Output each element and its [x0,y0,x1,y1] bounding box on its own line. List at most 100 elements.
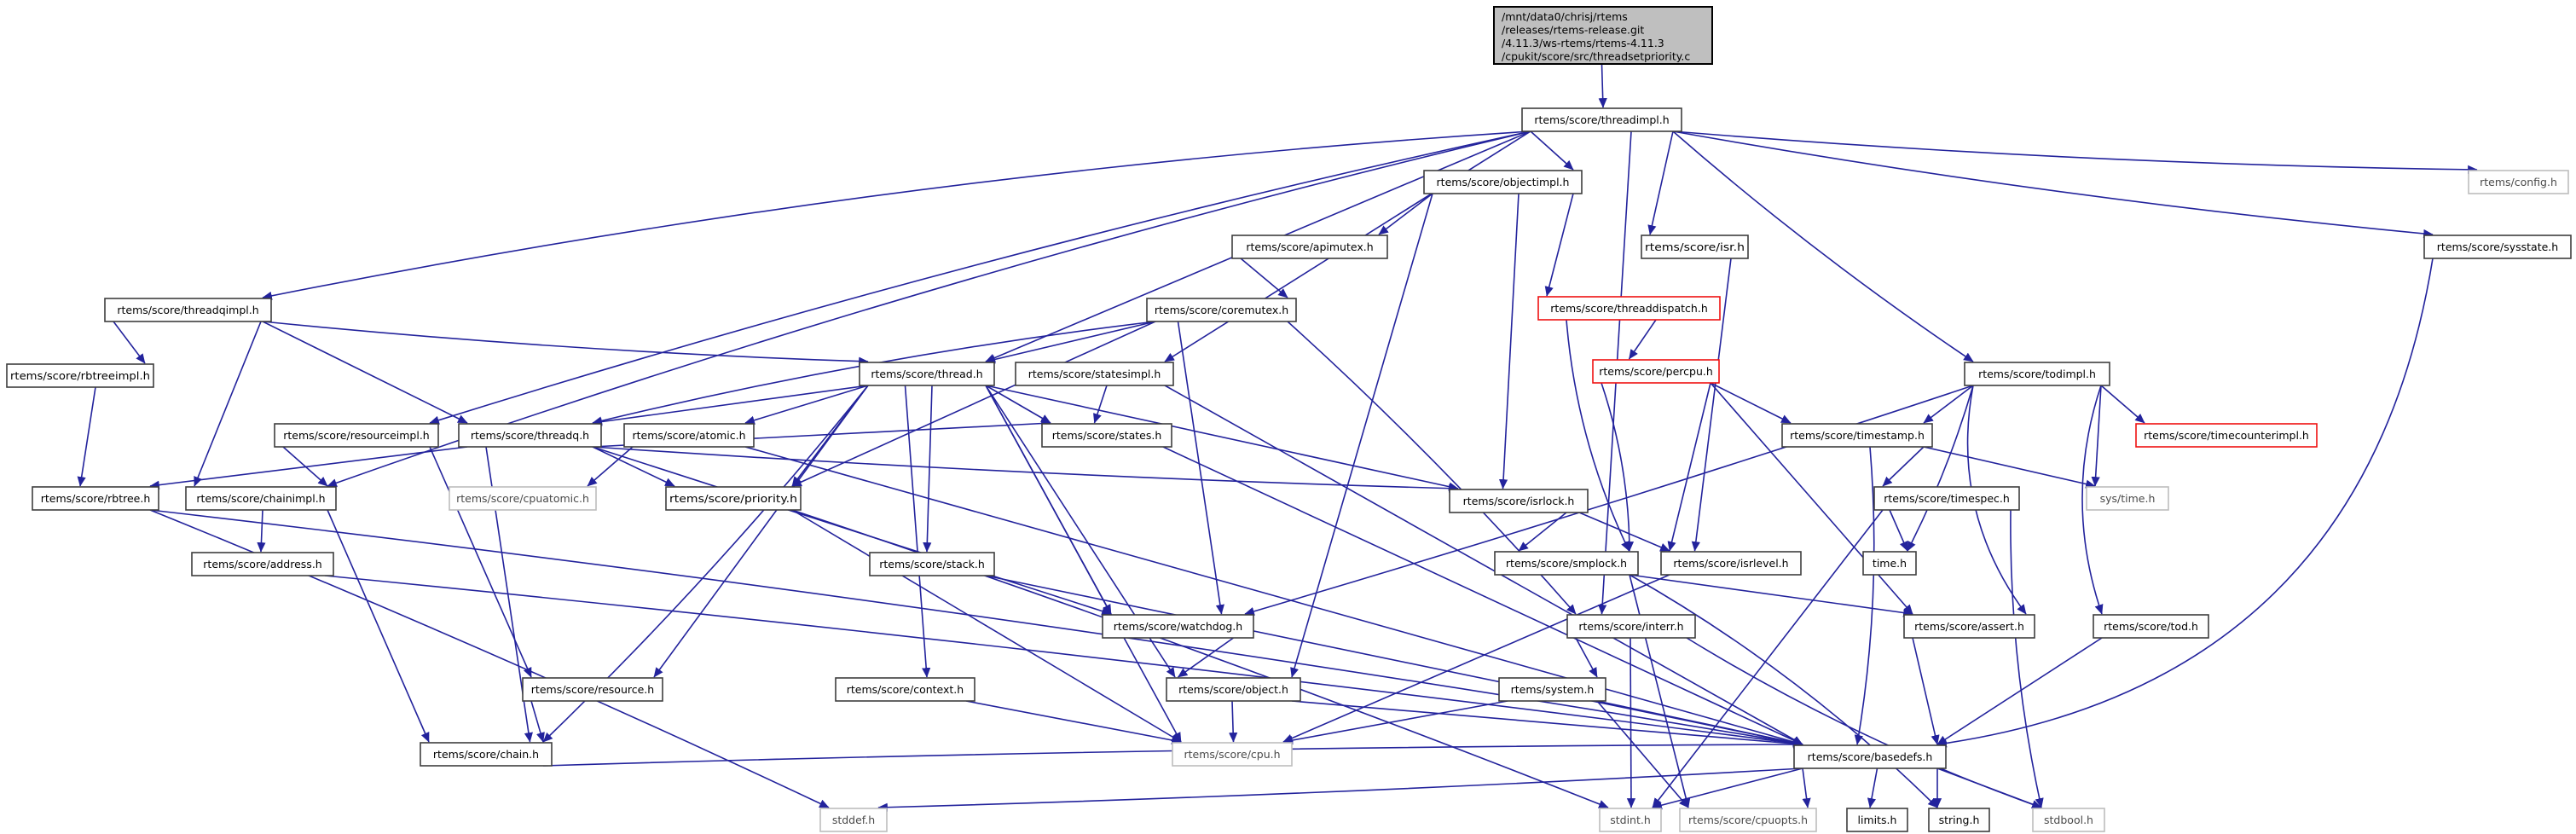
edge-coremutex-watchdog [1177,321,1224,615]
node-sysstate[interactable]: rtems/score/sysstate.h [2423,235,2572,259]
node-config[interactable]: rtems/config.h [2468,170,2569,194]
isrlevel-box [1660,551,1802,576]
node-tod[interactable]: rtems/score/tod.h [2093,614,2209,639]
node-threadqimpl[interactable]: rtems/score/threadqimpl.h [104,298,272,322]
edge-timestamp-systime [1923,446,2096,489]
edge-atomic-cpuatomic [587,446,634,487]
node-timecounterimpl[interactable]: rtems/score/timecounterimpl.h [2135,423,2318,448]
tod-label: rtems/score/tod.h [2104,620,2198,633]
node-interr[interactable]: rtems/score/interr.h [1566,614,1696,639]
node-rbtree[interactable]: rtems/score/rbtree.h [32,486,159,511]
object-box [1166,677,1301,702]
cpuatomic-box [449,486,597,511]
node-timestamp[interactable]: rtems/score/timestamp.h [1781,423,1933,448]
node-threadq[interactable]: rtems/score/threadq.h [458,423,602,448]
node-limits[interactable]: limits.h [1846,808,1908,832]
edge-threaddispatch-smplock [1566,319,1630,552]
node-stdint[interactable]: stdint.h [1599,808,1662,832]
node-root[interactable]: /mnt/data0/chrisj/rtems/releases/rtems-r… [1493,6,1713,65]
node-resource[interactable]: rtems/score/resource.h [522,677,663,702]
node-todimpl[interactable]: rtems/score/todimpl.h [1964,362,2110,386]
node-cpuopts[interactable]: rtems/score/cpuopts.h [1679,808,1817,832]
statesimpl-label: rtems/score/statesimpl.h [1028,368,1161,380]
edge-todimpl-systime [2091,385,2102,487]
edge-thread-threadq [592,385,869,426]
threadq-box [458,423,602,448]
edge-system-cpuopts [1596,700,1689,808]
node-address[interactable]: rtems/score/address.h [191,552,334,576]
edge-timespec-time [1889,509,1908,552]
node-resourceimpl[interactable]: rtems/score/resourceimpl.h [274,423,439,448]
edge-resourceimpl-resource [429,446,532,678]
percpu-box [1592,359,1720,384]
node-states[interactable]: rtems/score/states.h [1041,423,1172,448]
stddef-box [819,808,888,832]
node-chain[interactable]: rtems/score/chain.h [420,742,553,767]
node-time[interactable]: time.h [1862,551,1917,576]
edge-apimutex-coremutex [1240,258,1288,298]
threadq-label: rtems/score/threadq.h [471,429,589,442]
node-timespec[interactable]: rtems/score/timespec.h [1873,486,2020,511]
resource-label: rtems/score/resource.h [531,683,654,696]
edge-todimpl-tod [2081,385,2104,615]
system-box [1498,677,1606,702]
node-basedefs[interactable]: rtems/score/basedefs.h [1793,744,1947,769]
node-string[interactable]: string.h [1928,808,1990,832]
objectimpl-box [1423,170,1583,194]
node-assert[interactable]: rtems/score/assert.h [1903,614,2035,639]
node-threaddispatch[interactable]: rtems/score/threaddispatch.h [1537,296,1721,321]
threaddispatch-label: rtems/score/threaddispatch.h [1550,302,1708,315]
states-box [1041,423,1172,448]
edge-smplock-string [1629,574,1938,808]
isrlock-box [1449,489,1589,513]
node-atomic[interactable]: rtems/score/atomic.h [623,423,755,448]
edge-timestamp-timespec [1882,446,1925,487]
node-stack[interactable]: rtems/score/stack.h [869,552,995,576]
node-stddef[interactable]: stddef.h [819,808,888,832]
cpu-label: rtems/score/cpu.h [1184,748,1280,761]
node-rbtreeimpl[interactable]: rtems/score/rbtreeimpl.h [6,363,154,388]
systime-label: sys/time.h [2100,492,2156,505]
edge-system-cpu [1282,700,1508,745]
node-priority[interactable]: rtems/score/priority.h [665,486,802,511]
interr-label: rtems/score/interr.h [1578,620,1683,633]
node-thread[interactable]: rtems/score/thread.h [859,362,995,386]
edge-objectimpl-isrlock [1498,193,1520,489]
node-chainimpl[interactable]: rtems/score/chainimpl.h [185,486,337,511]
node-context[interactable]: rtems/score/context.h [835,677,975,702]
edge-threadq-rbtree [149,446,468,489]
node-objectimpl[interactable]: rtems/score/objectimpl.h [1423,170,1583,194]
node-isr[interactable]: rtems/score/isr.h [1641,235,1749,259]
node-cpuatomic[interactable]: rtems/score/cpuatomic.h [449,486,597,511]
node-object[interactable]: rtems/score/object.h [1166,677,1301,702]
limits-box [1846,808,1908,832]
stdint-box [1599,808,1662,832]
node-watchdog[interactable]: rtems/score/watchdog.h [1102,614,1254,639]
node-apimutex[interactable]: rtems/score/apimutex.h [1231,235,1388,259]
node-coremutex[interactable]: rtems/score/coremutex.h [1146,298,1297,322]
edge-address-basedefs [324,575,1803,748]
node-percpu[interactable]: rtems/score/percpu.h [1592,359,1720,384]
node-isrlock[interactable]: rtems/score/isrlock.h [1449,489,1589,513]
node-system[interactable]: rtems/system.h [1498,677,1606,702]
thread-label: rtems/score/thread.h [871,368,982,380]
node-layer: /mnt/data0/chrisj/rtems/releases/rtems-r… [6,6,2572,832]
edge-coremutex-thread [985,321,1156,364]
edge-objectimpl-threaddispatch [1544,193,1574,297]
node-smplock[interactable]: rtems/score/smplock.h [1494,551,1639,576]
coremutex-box [1146,298,1297,322]
node-statesimpl[interactable]: rtems/score/statesimpl.h [1015,362,1174,386]
timecounterimpl-label: rtems/score/timecounterimpl.h [2144,429,2309,442]
node-threadimpl[interactable]: rtems/score/threadimpl.h [1521,107,1682,132]
context-label: rtems/score/context.h [847,683,964,696]
node-systime[interactable]: sys/time.h [2086,486,2169,511]
node-cpu[interactable]: rtems/score/cpu.h [1172,742,1293,767]
edge-threadqimpl-thread [262,321,869,366]
node-stdbool[interactable]: stdbool.h [2032,808,2105,832]
node-isrlevel[interactable]: rtems/score/isrlevel.h [1660,551,1802,576]
smplock-label: rtems/score/smplock.h [1506,557,1627,570]
root-box [1493,6,1713,65]
tod-box [2093,614,2209,639]
priority-box [665,486,802,511]
